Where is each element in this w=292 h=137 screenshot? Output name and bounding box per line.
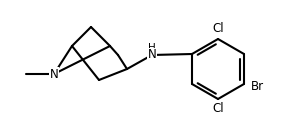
Text: H: H (148, 43, 156, 53)
Text: Cl: Cl (212, 22, 224, 35)
Text: Cl: Cl (212, 102, 224, 115)
Text: Br: Br (251, 79, 264, 92)
Text: N: N (50, 68, 58, 81)
Text: N: N (148, 48, 157, 62)
